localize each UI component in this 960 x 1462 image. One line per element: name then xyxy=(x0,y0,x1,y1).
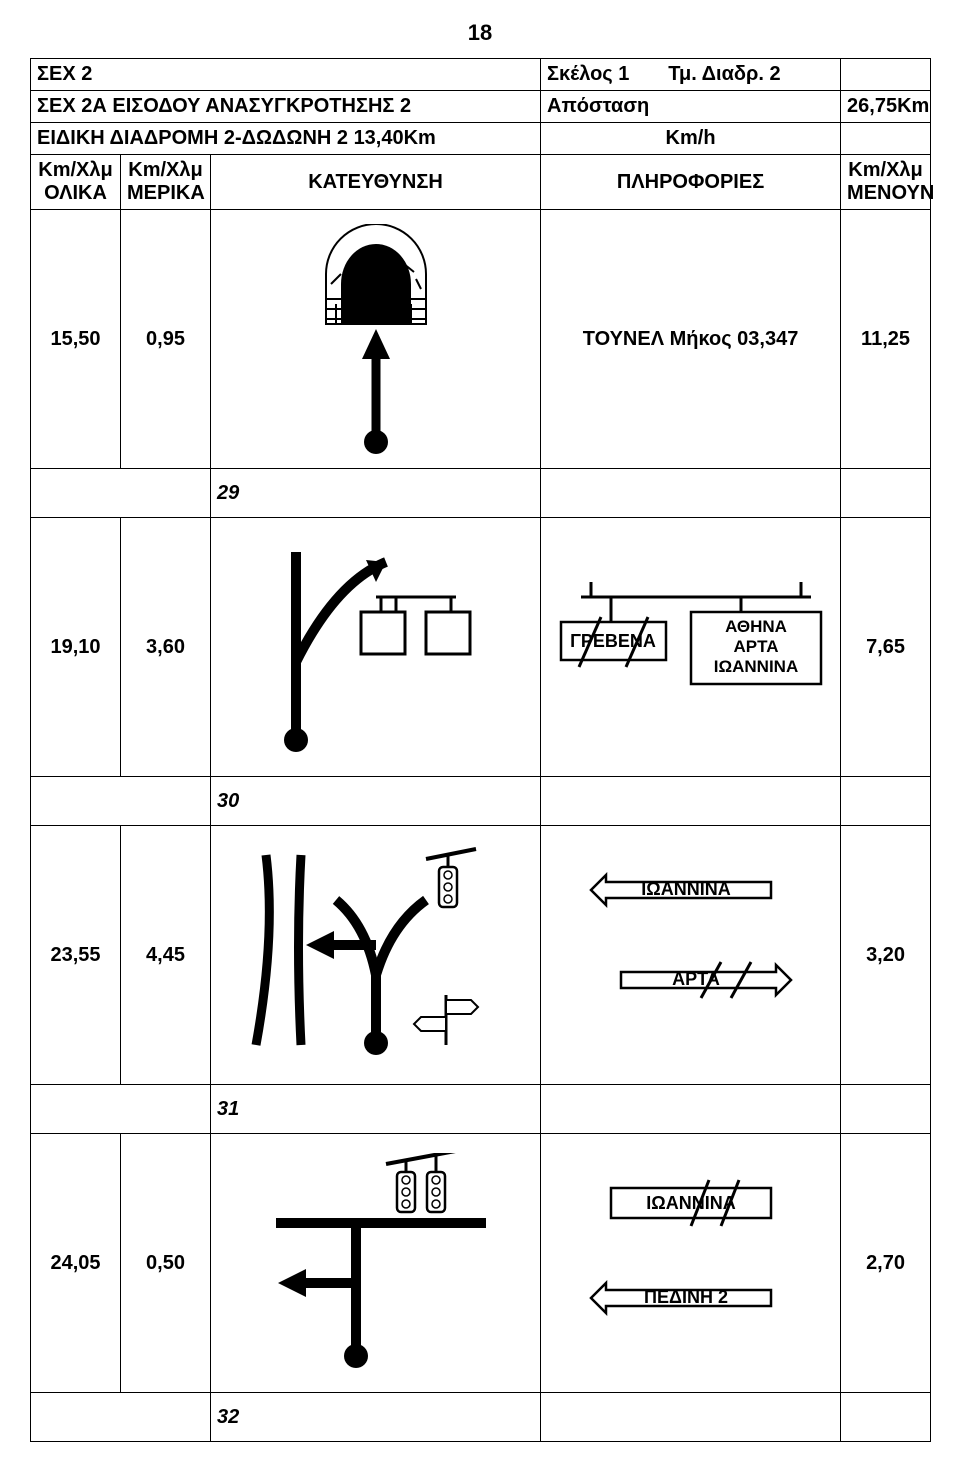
hdr-empty-2 xyxy=(841,123,931,155)
signpost-icon: ΓΡΕΒΕΝΑ ΑΘΗΝΑ ΑΡΤΑ ΙΩΑΝΝΙΝΑ xyxy=(551,572,831,722)
r2-diagram xyxy=(211,518,541,777)
main-table: ΣΕΧ 2 Σκέλος 1 Τμ. Διαδρ. 2 ΣΕΧ 2Α ΕΙΣΟΔ… xyxy=(30,58,931,1442)
tunnel-icon xyxy=(286,224,466,454)
hdr-col5: Km/Χλμ ΜΕΝΟΥΝ xyxy=(841,155,931,210)
svg-text:ΑΘΗΝΑ: ΑΘΗΝΑ xyxy=(725,617,787,636)
svg-text:ΙΩΑΝΝΙΝΑ: ΙΩΑΝΝΙΝΑ xyxy=(646,1193,735,1213)
hdr-apostasi: Απόσταση xyxy=(541,91,841,123)
r4-info: ΙΩΑΝΝΙΝΑ ΠΕΔΙΝΗ 2 xyxy=(541,1134,841,1393)
hdr-eidiki: ΕΙΔΙΚΗ ΔΙΑΔΡΟΜΗ 2-ΔΩΔΩΝΗ 2 13,40Km xyxy=(31,123,541,155)
hdr-sex2: ΣΕΧ 2 xyxy=(31,59,541,91)
r3-olika: 23,55 xyxy=(31,826,121,1085)
svg-text:ΙΩΑΝΝΙΝΑ: ΙΩΑΝΝΙΝΑ xyxy=(641,879,730,899)
r3-label: 31 xyxy=(211,1085,541,1134)
hdr-col1a: Km/Χλμ xyxy=(38,159,112,181)
r3-menoun: 3,20 xyxy=(841,826,931,1085)
r2-olika: 19,10 xyxy=(31,518,121,777)
hdr-apostasi-val: 26,75Km xyxy=(841,91,931,123)
r2-menoun: 7,65 xyxy=(841,518,931,777)
r1-label: 29 xyxy=(211,469,541,518)
y-junction-icon xyxy=(226,845,526,1065)
r3-diagram xyxy=(211,826,541,1085)
r1-diagram xyxy=(211,210,541,469)
hdr-col5b: ΜΕΝΟΥΝ xyxy=(847,182,934,204)
hdr-col1b: ΟΛΙΚΑ xyxy=(44,182,107,204)
r4-olika: 24,05 xyxy=(31,1134,121,1393)
hdr-skelos-tmdiadr: Σκέλος 1 Τμ. Διαδρ. 2 xyxy=(541,59,841,91)
hdr-tmdiadr: Τμ. Διαδρ. 2 xyxy=(668,63,780,85)
svg-text:ΑΡΤΑ: ΑΡΤΑ xyxy=(733,637,778,656)
direction-signs-icon: ΙΩΑΝΝΙΝΑ ΑΡΤΑ xyxy=(561,870,821,1040)
hdr-kmh: Km/h xyxy=(541,123,841,155)
r4-label: 32 xyxy=(211,1393,541,1442)
r2-info: ΓΡΕΒΕΝΑ ΑΘΗΝΑ ΑΡΤΑ ΙΩΑΝΝΙΝΑ xyxy=(541,518,841,777)
hdr-col3: ΚΑΤΕΥΘΥΝΣΗ xyxy=(211,155,541,210)
svg-text:ΠΕΔΙΝΗ 2: ΠΕΔΙΝΗ 2 xyxy=(644,1287,728,1307)
r3-merika: 4,45 xyxy=(121,826,211,1085)
r2-label: 30 xyxy=(211,777,541,826)
hdr-col5a: Km/Χλμ xyxy=(848,159,922,181)
hdr-skelos: Σκέλος 1 xyxy=(547,63,629,85)
hdr-col2: Km/Χλμ ΜΕΡΙΚΑ xyxy=(121,155,211,210)
r4-diagram xyxy=(211,1134,541,1393)
hdr-sex2a: ΣΕΧ 2Α ΕΙΣΟΔΟΥ ΑΝΑΣΥΓΚΡΟΤΗΣΗΣ 2 xyxy=(31,91,541,123)
direction-signs-2-icon: ΙΩΑΝΝΙΝΑ ΠΕΔΙΝΗ 2 xyxy=(561,1178,821,1348)
page-number: 18 xyxy=(30,20,930,46)
r1-info: ΤΟΥΝΕΛ Μήκος 03,347 xyxy=(541,210,841,469)
r1-merika: 0,95 xyxy=(121,210,211,469)
r1-menoun: 11,25 xyxy=(841,210,931,469)
hdr-empty-1 xyxy=(841,59,931,91)
hdr-col2b: ΜΕΡΙΚΑ xyxy=(127,182,205,204)
r4-menoun: 2,70 xyxy=(841,1134,931,1393)
hdr-col1: Km/Χλμ ΟΛΙΚΑ xyxy=(31,155,121,210)
r2-merika: 3,60 xyxy=(121,518,211,777)
r4-merika: 0,50 xyxy=(121,1134,211,1393)
svg-text:ΓΡΕΒΕΝΑ: ΓΡΕΒΕΝΑ xyxy=(570,631,656,651)
fork-right-icon xyxy=(226,542,526,752)
r3-info: ΙΩΑΝΝΙΝΑ ΑΡΤΑ xyxy=(541,826,841,1085)
hdr-col2a: Km/Χλμ xyxy=(128,159,202,181)
r1-olika: 15,50 xyxy=(31,210,121,469)
hdr-col4: ΠΛΗΡΟΦΟΡΙΕΣ xyxy=(541,155,841,210)
t-junction-icon xyxy=(226,1153,526,1373)
svg-text:ΙΩΑΝΝΙΝΑ: ΙΩΑΝΝΙΝΑ xyxy=(713,657,797,676)
